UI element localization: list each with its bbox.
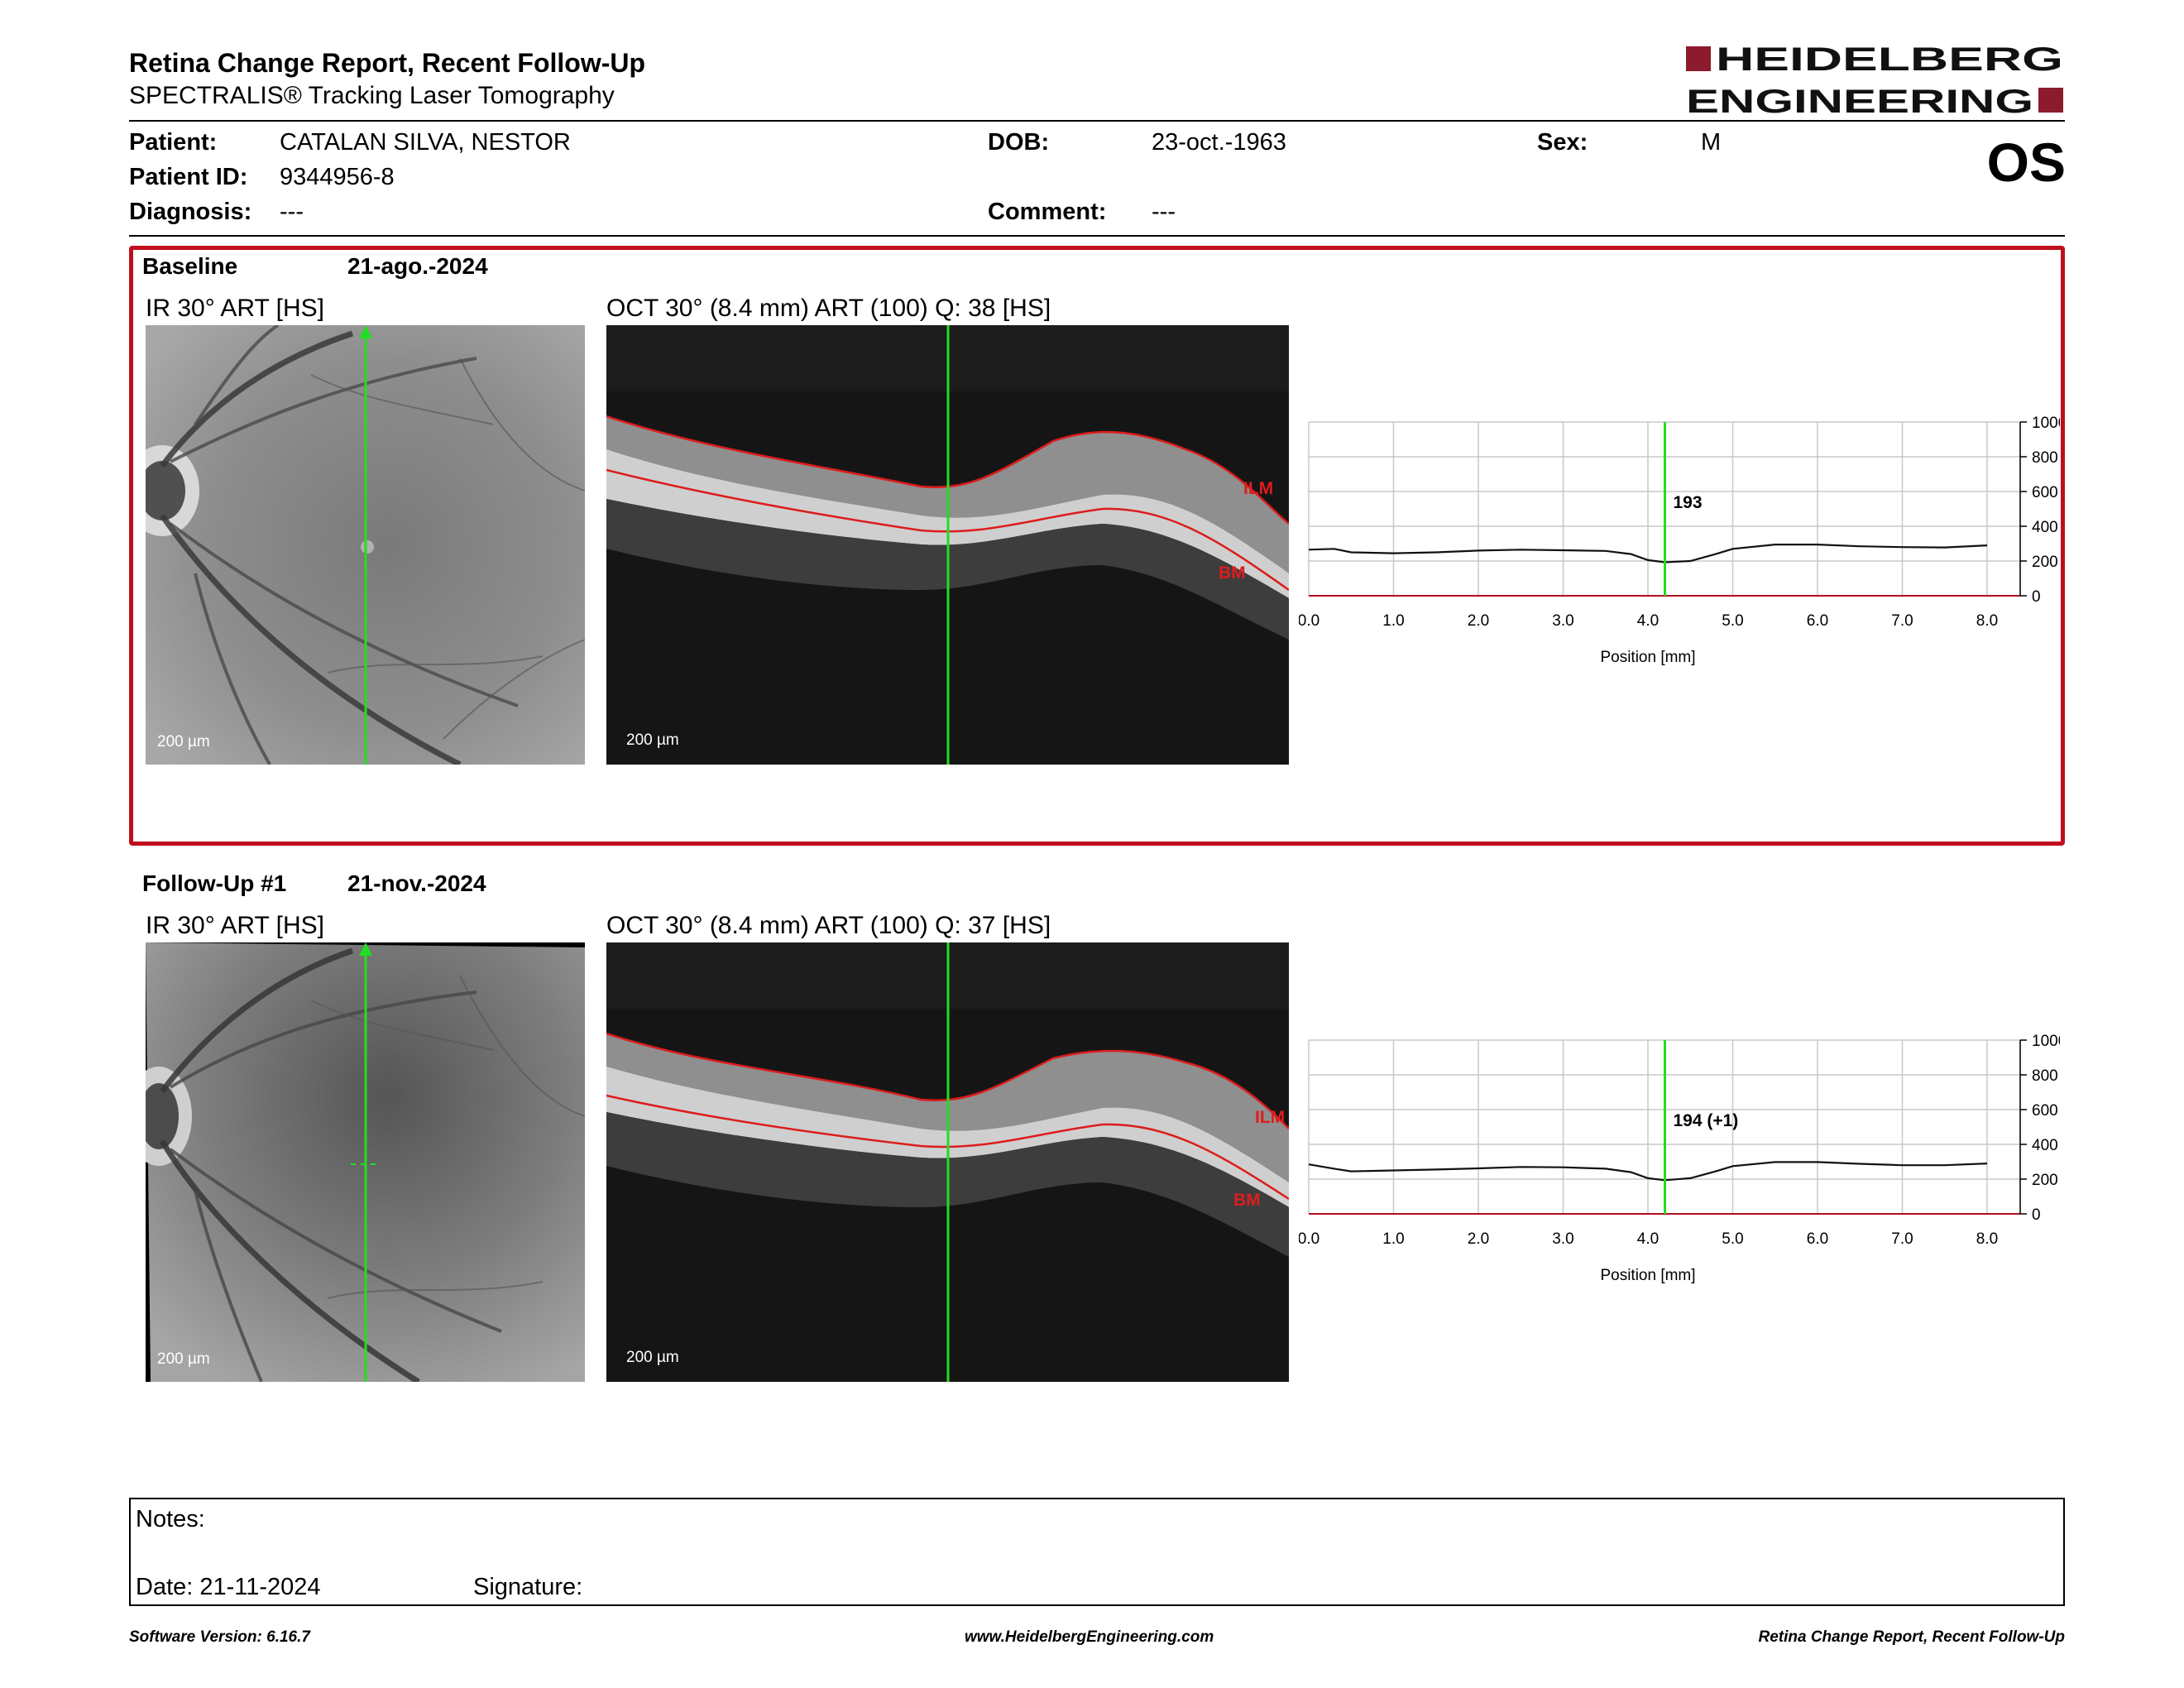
baseline-chart-x-tick-label: 2.0 [1468,612,1489,630]
followup-chart-x-tick-label: 3.0 [1552,1230,1573,1248]
followup-ir-fundus-image: 200 µm [146,942,585,1382]
patient-id-label: Patient ID: [129,164,248,190]
baseline-ir-scale: 200 µm [157,733,210,750]
baseline-oct-bscan-image: ILM BM 200 µm [606,325,1289,765]
baseline-bm-label: BM [1219,563,1246,583]
followup-chart-y-tick-label: 200 [2032,1172,2058,1189]
baseline-oct-caption: OCT 30° (8.4 mm) ART (100) Q: 38 [HS] [606,295,1051,322]
baseline-chart-x-tick-label: 4.0 [1637,612,1659,630]
footer-report-name: Retina Change Report, Recent Follow-Up [1758,1628,2065,1646]
baseline-chart-x-tick-label: 7.0 [1891,612,1913,630]
baseline-chart-y-tick-label: 800 [2032,449,2058,467]
patient-id: 9344956-8 [280,164,395,190]
followup-chart-y-tick-label: 600 [2032,1102,2058,1120]
followup-oct-scale: 200 µm [626,1349,679,1366]
comment-value: --- [1152,199,1176,225]
baseline-date: 21-ago.-2024 [347,253,488,279]
followup-oct-caption: OCT 30° (8.4 mm) ART (100) Q: 37 [HS] [606,912,1051,939]
baseline-chart-x-tick-label: 3.0 [1552,612,1573,630]
baseline-ir-caption: IR 30° ART [HS] [146,295,324,322]
followup-chart-x-tick-label: 8.0 [1976,1230,1998,1248]
baseline-chart-x-tick-label: 8.0 [1976,612,1998,630]
baseline-chart-x-tick-label: 5.0 [1722,612,1743,630]
diagnosis-label: Diagnosis: [129,199,252,225]
followup-chart-x-tick-label: 1.0 [1382,1230,1404,1248]
sex-label: Sex: [1537,129,1588,156]
baseline-cursor-value-label: 193 [1674,493,1703,512]
brand-line1: HEIDELBERG [1716,43,2063,78]
sex-value: M [1701,129,1722,156]
followup-cursor-value-label: 194 (+1) [1674,1111,1739,1130]
followup-chart-x-tick-label: 7.0 [1891,1230,1913,1248]
followup-chart-x-tick-label: 4.0 [1637,1230,1659,1248]
followup-chart-x-label: Position [mm] [1600,1267,1695,1284]
baseline-oct-scale: 200 µm [626,731,679,749]
followup-ilm-label: ILM [1255,1108,1286,1127]
followup-ir-scale: 200 µm [157,1350,210,1368]
baseline-thickness-line [1308,544,1988,563]
diagnosis-value: --- [280,199,304,225]
followup-chart-y-tick-label: 0 [2032,1206,2041,1224]
baseline-chart-x-tick-label: 1.0 [1382,612,1404,630]
notes-box: Notes: Date: 21-11-2024 Signature: [129,1498,2065,1606]
eye-label: OS [1986,132,2066,193]
brand-line2: ENGINEERING [1686,84,2033,117]
baseline-chart-x-tick-label: 0.0 [1299,612,1320,630]
followup-chart-x-tick-label: 6.0 [1807,1230,1828,1248]
baseline-panel [129,246,2065,846]
followup-thickness-line [1308,1161,1988,1182]
followup-chart-x-tick-label: 2.0 [1468,1230,1489,1248]
report-subtitle: SPECTRALIS® Tracking Laser Tomography [129,82,615,109]
followup-chart-y-tick-label: 400 [2032,1137,2058,1154]
dob-label: DOB: [988,129,1050,156]
baseline-chart-y-tick-label: 600 [2032,484,2058,501]
dob-value: 23-oct.-1963 [1152,129,1286,156]
software-version: Software Version: 6.16.7 [129,1628,310,1646]
signature-label: Signature: [473,1574,583,1600]
followup-ir-caption: IR 30° ART [HS] [146,912,324,939]
patient-label: Patient: [129,129,218,156]
followup-chart-x-tick-label: 5.0 [1722,1230,1743,1248]
baseline-ilm-label: ILM [1243,479,1274,498]
followup-chart-x-tick-label: 0.0 [1299,1230,1320,1248]
website-link[interactable]: www.HeidelbergEngineering.com [965,1628,1214,1646]
baseline-chart-x-tick-label: 6.0 [1807,612,1828,630]
followup-bm-label: BM [1233,1191,1261,1210]
followup-date: 21-nov.-2024 [347,870,486,896]
baseline-chart-y-tick-label: 0 [2032,588,2041,606]
patient-divider [129,235,2065,237]
followup-chart-y-tick-label: 800 [2032,1067,2058,1085]
patient-name: CATALAN SILVA, NESTOR [280,129,571,156]
header-divider [129,120,2065,122]
notes-date: Date: 21-11-2024 [136,1574,321,1600]
followup-oct-bscan-image: ILM BM 200 µm [606,942,1289,1382]
followup-label: Follow-Up #1 [142,870,287,896]
baseline-chart-y-tick-label: 200 [2032,554,2058,571]
baseline-ir-fundus-image: 200 µm [146,325,585,765]
baseline-chart-x-label: Position [mm] [1600,649,1695,666]
heidelberg-logo: HEIDELBERG ENGINEERING [1686,43,2063,117]
comment-label: Comment: [988,199,1107,225]
notes-label: Notes: [136,1506,205,1532]
report-title: Retina Change Report, Recent Follow-Up [129,48,646,78]
baseline-chart-y-tick-label: 400 [2032,519,2058,536]
baseline-label: Baseline [142,253,238,279]
